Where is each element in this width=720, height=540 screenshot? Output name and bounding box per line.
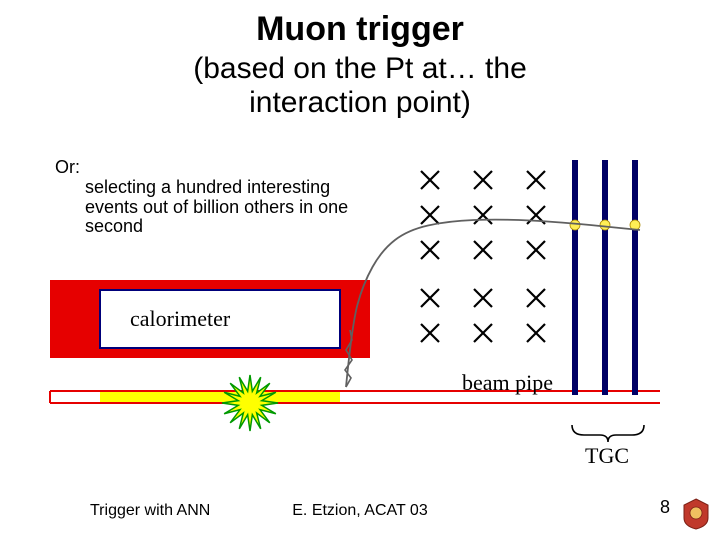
logo-icon — [682, 498, 710, 530]
footer-center: E. Etzion, ACAT 03 — [0, 502, 720, 520]
interaction-starburst-icon — [222, 375, 278, 431]
slide-stage: Muon trigger (based on the Pt at… the in… — [0, 0, 720, 540]
calorimeter-shell — [100, 348, 340, 358]
brace-icon — [572, 425, 644, 442]
calorimeter-shell — [50, 280, 100, 358]
beam-pipe-label: beam pipe — [462, 370, 553, 396]
calorimeter-label: calorimeter — [130, 306, 230, 332]
tgc-hit-dot — [570, 220, 580, 230]
muon-track — [346, 220, 640, 387]
tgc-chamber-bar — [572, 160, 578, 395]
tgc-chamber-bar — [602, 160, 608, 395]
tgc-chamber-bar — [632, 160, 638, 395]
tgc-hit-dot — [600, 220, 610, 230]
beam-pipe-fill — [100, 392, 340, 402]
slide-number: 8 — [660, 497, 670, 518]
calorimeter-shell — [100, 280, 340, 290]
tgc-label: TGC — [585, 443, 629, 469]
